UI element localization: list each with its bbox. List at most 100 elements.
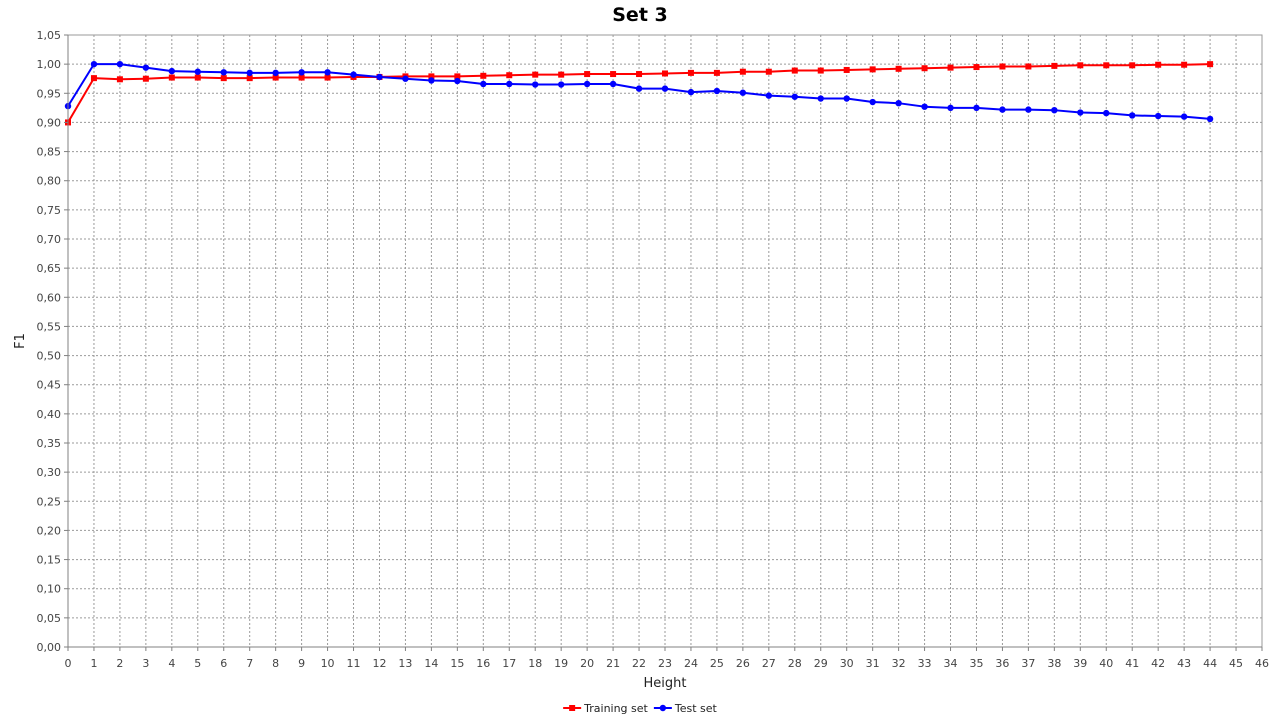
training-set-point [687, 69, 694, 76]
x-tick-label: 7 [246, 657, 253, 670]
y-axis-label: F1 [13, 333, 28, 349]
x-tick-label: 17 [502, 657, 516, 670]
training-set-point [610, 71, 617, 78]
x-tick-label: 16 [476, 657, 490, 670]
test-set-point [506, 80, 513, 88]
x-tick-label: 4 [168, 657, 175, 670]
y-tick-label: 0,30 [37, 466, 62, 479]
test-set-point [298, 69, 305, 76]
legend: Training set Test set [563, 702, 718, 715]
training-set-point [869, 66, 876, 73]
x-tick-label: 31 [866, 657, 880, 670]
x-tick-label: 0 [65, 657, 72, 670]
training-set-point [1025, 63, 1032, 70]
x-tick-label: 27 [762, 657, 776, 670]
y-tick-label: 0,35 [37, 437, 62, 450]
legend-marker-test-set [659, 704, 667, 712]
x-tick-label: 14 [424, 657, 438, 670]
training-set-point [324, 74, 331, 81]
x-tick-label: 30 [840, 657, 854, 670]
y-tick-label: 1,05 [37, 29, 62, 42]
test-set-point [609, 80, 617, 88]
x-axis: 0 1 2 3 4 5 6 7 8 9 10 11 12 13 14 15 16 17 18 19 20 21 22 23 24… [65, 646, 1269, 670]
y-tick-label: 0,60 [37, 291, 62, 304]
x-tick-label: 23 [658, 657, 672, 670]
test-set-point [1180, 113, 1188, 120]
y-axis: 0,00 0,05 0,10 0,15 0,20 0,25 0,30 0,35 0,40 0,45… [37, 29, 69, 654]
training-set-point [298, 74, 305, 81]
test-set-point [246, 69, 253, 77]
x-tick-label: 25 [710, 657, 724, 670]
x-tick-label: 46 [1255, 657, 1269, 670]
x-tick-label: 35 [969, 657, 983, 670]
test-set-point [90, 60, 98, 68]
test-set-point [454, 77, 461, 85]
test-set-point [532, 81, 539, 88]
y-tick-label: 0,65 [37, 262, 62, 275]
test-set-point [869, 98, 876, 106]
training-set-point [895, 65, 902, 72]
y-tick-label: 0,80 [37, 175, 62, 188]
legend-label: Test set [674, 702, 718, 715]
test-set-point [1025, 106, 1032, 113]
y-tick-label: 0,75 [37, 204, 62, 217]
x-tick-label: 11 [347, 657, 361, 670]
x-tick-label: 43 [1177, 657, 1191, 670]
test-set-point [739, 89, 747, 96]
training-set-point [662, 70, 668, 77]
x-tick-label: 13 [398, 657, 412, 670]
test-set-point [583, 80, 591, 88]
training-set-point [1103, 62, 1110, 69]
training-set-point [765, 68, 772, 75]
x-tick-label: 42 [1151, 657, 1165, 670]
test-set-point [480, 80, 487, 88]
y-tick-label: 0,15 [37, 554, 62, 567]
x-tick-label: 12 [372, 657, 386, 670]
training-set-point [713, 69, 720, 76]
y-tick-label: 0,10 [37, 583, 62, 596]
test-set-point [428, 77, 435, 84]
x-tick-label: 44 [1203, 657, 1217, 670]
x-tick-label: 45 [1229, 657, 1243, 670]
test-set-point [791, 93, 798, 100]
training-set-point [973, 64, 980, 71]
test-set-point [1154, 112, 1162, 120]
y-tick-label: 0,40 [37, 408, 62, 421]
training-set-point [921, 65, 928, 72]
test-set-point [817, 95, 824, 102]
training-set-point [947, 64, 954, 71]
x-tick-label: 38 [1047, 657, 1061, 670]
training-set-point [739, 68, 746, 75]
test-set-point [194, 68, 201, 75]
y-tick-label: 0,70 [37, 233, 62, 246]
test-set-point [687, 88, 695, 96]
test-set-point [661, 85, 669, 92]
test-set-point [843, 95, 850, 102]
test-set-point [713, 87, 721, 95]
x-tick-layer: 0 1 2 3 4 5 6 7 8 9 10 11 12 13 14 15 16 17 18 19 20 21 22 23 24… [65, 647, 1269, 670]
training-set-point [90, 75, 97, 82]
x-tick-label: 15 [450, 657, 464, 670]
training-set-point [142, 75, 149, 82]
test-set-point [324, 69, 331, 76]
training-set-point [116, 76, 123, 83]
training-set-point [1129, 62, 1136, 69]
training-set-point [791, 67, 798, 74]
y-tick-label: 0,55 [37, 320, 62, 333]
training-set-point [558, 71, 565, 78]
x-tick-label: 1 [90, 657, 97, 670]
test-set-point [895, 99, 902, 107]
x-tick-label: 24 [684, 657, 698, 670]
y-tick-label: 0,00 [37, 641, 62, 654]
y-tick-label: 0,45 [37, 379, 62, 392]
training-set-point [817, 67, 824, 74]
x-tick-label: 29 [814, 657, 828, 670]
x-axis-label: Height [644, 676, 687, 691]
training-set-point [246, 75, 253, 82]
test-set-point [557, 81, 565, 88]
training-set-point [1181, 61, 1188, 68]
x-tick-label: 32 [892, 657, 906, 670]
x-tick-label: 36 [995, 657, 1009, 670]
training-set-point [480, 72, 487, 79]
